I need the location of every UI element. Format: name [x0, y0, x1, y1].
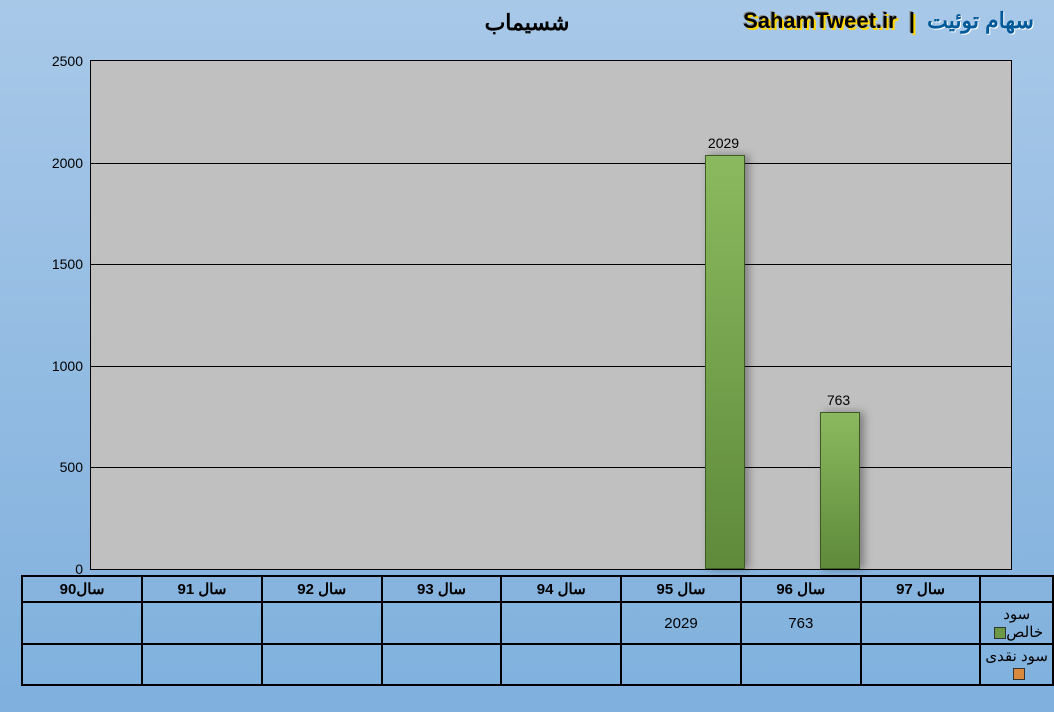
- y-tick-label: 2500: [52, 53, 83, 69]
- series-name: سود خالص: [1003, 606, 1043, 641]
- table-row-header: سود نقدی: [980, 644, 1053, 685]
- table-col-header: سال 93: [382, 576, 502, 602]
- y-tick-label: 1500: [52, 256, 83, 272]
- gridline: [91, 366, 1011, 367]
- table-cell: [262, 602, 382, 644]
- table-col-header: سال 95: [621, 576, 741, 602]
- table-cell: [501, 644, 621, 685]
- table-cell: [861, 644, 981, 685]
- table-cell: [22, 644, 142, 685]
- y-tick-label: 2000: [52, 155, 83, 171]
- y-tick-label: 500: [60, 459, 83, 475]
- table-cell: [861, 602, 981, 644]
- bar: [705, 155, 745, 569]
- table-cell: [262, 644, 382, 685]
- table-col-header: سال 96: [741, 576, 861, 602]
- table-cell: [382, 644, 502, 685]
- legend-swatch: [994, 627, 1006, 639]
- plot-area: 050010001500200025002029763: [90, 60, 1012, 570]
- table-cell: [22, 602, 142, 644]
- y-tick-label: 1000: [52, 358, 83, 374]
- table-col-header: سال 97: [861, 576, 981, 602]
- gridline: [91, 467, 1011, 468]
- gridline: [91, 264, 1011, 265]
- table-row-header: سود خالص: [980, 602, 1053, 644]
- table-col-header: سال 92: [262, 576, 382, 602]
- table-cell: [142, 644, 262, 685]
- table-col-header: سال90: [22, 576, 142, 602]
- table-cell: [741, 644, 861, 685]
- legend-swatch: [1013, 668, 1025, 680]
- chart-title: شسیماب: [0, 10, 1054, 36]
- bar: [820, 412, 860, 569]
- table-cell: 2029: [621, 602, 741, 644]
- bar-value-label: 763: [799, 392, 879, 408]
- table-col-header: سال 94: [501, 576, 621, 602]
- table-cell: [621, 644, 741, 685]
- series-name: سود نقدی: [985, 648, 1048, 665]
- table-cell: [142, 602, 262, 644]
- table-col-header: سال 91: [142, 576, 262, 602]
- data-table: سال 97سال 96سال 95سال 94سال 93سال 92سال …: [21, 575, 1054, 686]
- table-cell: [382, 602, 502, 644]
- table-corner: [980, 576, 1053, 602]
- bar-value-label: 2029: [684, 135, 764, 151]
- gridline: [91, 163, 1011, 164]
- table-cell: [501, 602, 621, 644]
- table-cell: 763: [741, 602, 861, 644]
